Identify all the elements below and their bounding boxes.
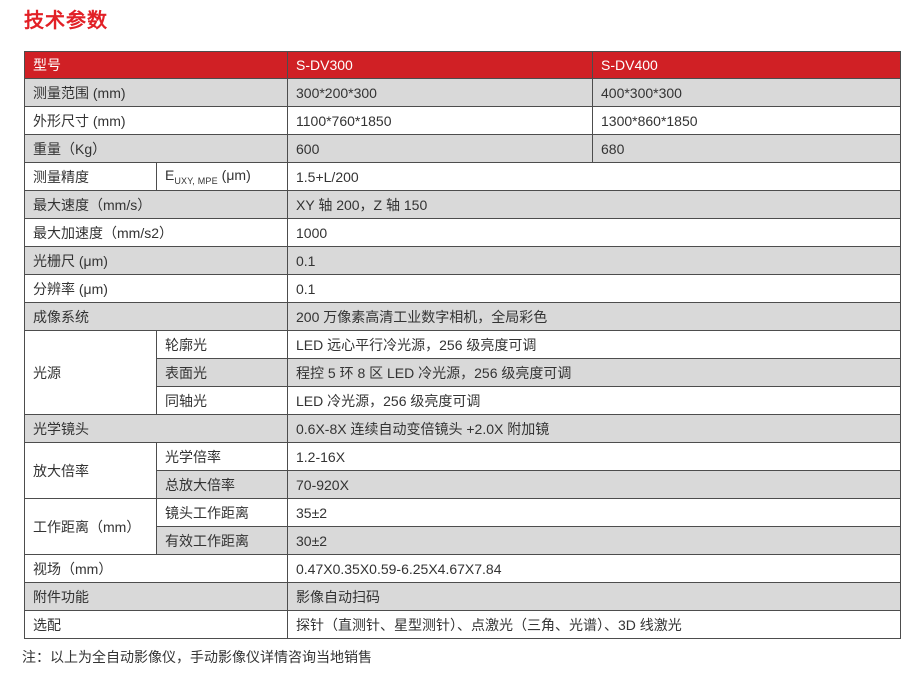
row-dimensions: 外形尺寸 (mm) 1100*760*1850 1300*860*1850	[24, 106, 901, 135]
field-of-view-value: 0.47X0.35X0.59-6.25X4.67X7.84	[287, 554, 901, 583]
total-magnification-value: 70-920X	[287, 470, 901, 499]
row-light-source-coaxial: 同轴光 LED 冷光源，256 级亮度可调	[25, 386, 901, 415]
max-acceleration-value: 1000	[287, 218, 901, 247]
contour-light-value: LED 远心平行冷光源，256 级亮度可调	[287, 330, 901, 359]
resolution-label: 分辨率 (μm)	[24, 274, 288, 303]
total-magnification-label: 总放大倍率	[156, 470, 288, 499]
header-dv300: S-DV300	[287, 51, 593, 79]
measuring-range-dv300: 300*200*300	[287, 78, 593, 107]
accuracy-label: 测量精度	[24, 162, 157, 191]
optical-lens-value: 0.6X-8X 连续自动变倍镜头 +2.0X 附加镜	[287, 414, 901, 443]
imaging-system-label: 成像系统	[24, 302, 288, 331]
row-light-source-surface: 表面光 程控 5 环 8 区 LED 冷光源，256 级亮度可调	[25, 358, 901, 387]
row-measuring-range: 测量范围 (mm) 300*200*300 400*300*300	[24, 78, 901, 107]
accuracy-formula-unit: (μm)	[217, 167, 251, 184]
dimensions-label: 外形尺寸 (mm)	[24, 106, 288, 135]
max-speed-value: XY 轴 200，Z 轴 150	[287, 190, 901, 219]
row-magnification-total: 总放大倍率 70-920X	[25, 470, 901, 499]
row-max-speed: 最大速度（mm/s） XY 轴 200，Z 轴 150	[24, 190, 901, 219]
surface-light-value: 程控 5 环 8 区 LED 冷光源，256 级亮度可调	[287, 358, 901, 387]
optical-lens-label: 光学镜头	[24, 414, 288, 443]
magnification-group-label: 放大倍率	[24, 442, 157, 499]
measuring-range-dv400: 400*300*300	[592, 78, 901, 107]
contour-light-label: 轮廓光	[156, 330, 288, 359]
max-acceleration-label: 最大加速度（mm/s2）	[24, 218, 288, 247]
measuring-range-label: 测量范围 (mm)	[24, 78, 288, 107]
footnote: 注：以上为全自动影像仪，手动影像仪详情咨询当地销售	[22, 649, 372, 665]
field-of-view-label: 视场（mm）	[24, 554, 288, 583]
optical-magnification-label: 光学倍率	[156, 442, 288, 471]
imaging-system-value: 200 万像素高清工业数字相机，全局彩色	[287, 302, 901, 331]
row-magnification-optical: 放大倍率 光学倍率 1.2-16X	[24, 442, 901, 499]
coaxial-light-value: LED 冷光源，256 级亮度可调	[287, 386, 901, 415]
accessory-function-value: 影像自动扫码	[287, 582, 901, 611]
row-optional-config: 选配 探针（直测针、星型测针）、点激光（三角、光谱）、3D 线激光	[24, 610, 901, 639]
grating-scale-label: 光栅尺 (μm)	[24, 246, 288, 275]
header-model: 型号	[24, 51, 288, 79]
spec-table: 型号 S-DV300 S-DV400 测量范围 (mm) 300*200*300…	[24, 51, 901, 639]
accuracy-value: 1.5+L/200	[287, 162, 901, 191]
header-dv400: S-DV400	[592, 51, 901, 79]
optical-magnification-value: 1.2-16X	[287, 442, 901, 471]
page-title: 技术参数	[24, 10, 108, 32]
row-imaging-system: 成像系统 200 万像素高清工业数字相机，全局彩色	[24, 302, 901, 331]
effective-working-distance-label: 有效工作距离	[156, 526, 288, 555]
weight-dv300: 600	[287, 134, 593, 163]
optional-config-label: 选配	[24, 610, 288, 639]
row-field-of-view: 视场（mm） 0.47X0.35X0.59-6.25X4.67X7.84	[24, 554, 901, 583]
resolution-value: 0.1	[287, 274, 901, 303]
optional-config-value: 探针（直测针、星型测针）、点激光（三角、光谱）、3D 线激光	[287, 610, 901, 639]
row-resolution: 分辨率 (μm) 0.1	[24, 274, 901, 303]
accuracy-formula-base: E	[165, 167, 175, 184]
lens-working-distance-label: 镜头工作距离	[156, 498, 288, 527]
row-grating-scale: 光栅尺 (μm) 0.1	[24, 246, 901, 275]
weight-label: 重量（Kg）	[24, 134, 288, 163]
working-distance-group-label: 工作距离（mm）	[24, 498, 157, 555]
weight-dv400: 680	[592, 134, 901, 163]
dimensions-dv300: 1100*760*1850	[287, 106, 593, 135]
row-working-distance-lens: 工作距离（mm） 镜头工作距离 35±2	[24, 498, 901, 555]
header-row: 型号 S-DV300 S-DV400	[24, 51, 901, 79]
dimensions-dv400: 1300*860*1850	[592, 106, 901, 135]
lens-working-distance-value: 35±2	[287, 498, 901, 527]
light-source-group-label: 光源	[24, 330, 157, 415]
surface-light-label: 表面光	[156, 358, 288, 387]
row-working-distance-effective: 有效工作距离 30±2	[25, 526, 901, 555]
row-accuracy: 测量精度 EUXY, MPE (μm) 1.5+L/200	[24, 162, 901, 191]
accessory-function-label: 附件功能	[24, 582, 288, 611]
row-weight: 重量（Kg） 600 680	[24, 134, 901, 163]
row-accessory-function: 附件功能 影像自动扫码	[24, 582, 901, 611]
accuracy-formula-subscript: UXY, MPE	[174, 175, 218, 186]
coaxial-light-label: 同轴光	[156, 386, 288, 415]
effective-working-distance-value: 30±2	[287, 526, 901, 555]
max-speed-label: 最大速度（mm/s）	[24, 190, 288, 219]
row-optical-lens: 光学镜头 0.6X-8X 连续自动变倍镜头 +2.0X 附加镜	[24, 414, 901, 443]
grating-scale-value: 0.1	[287, 246, 901, 275]
accuracy-formula-cell: EUXY, MPE (μm)	[156, 162, 288, 191]
row-light-source-contour: 光源 轮廓光 LED 远心平行冷光源，256 级亮度可调	[24, 330, 901, 415]
row-max-acceleration: 最大加速度（mm/s2） 1000	[24, 218, 901, 247]
